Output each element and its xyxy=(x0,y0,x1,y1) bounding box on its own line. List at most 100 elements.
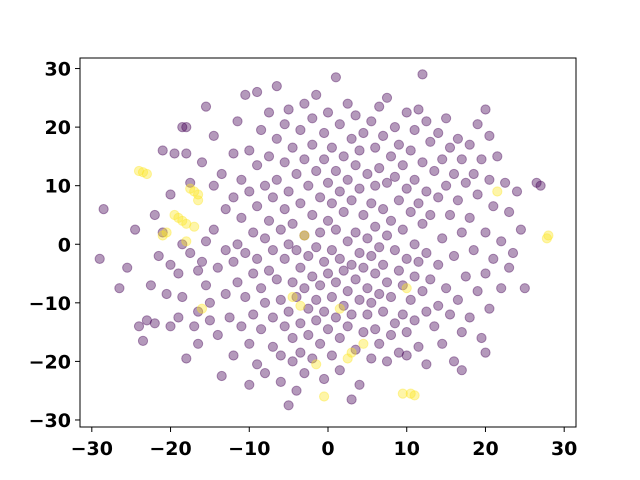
data-point-s0-211 xyxy=(370,268,381,279)
data-point-s0-16 xyxy=(165,259,176,270)
data-point-s0-98 xyxy=(275,350,286,361)
data-point-s0-117 xyxy=(291,385,302,396)
data-point-s0-288 xyxy=(448,250,460,262)
data-point-s0-269 xyxy=(425,136,436,147)
data-point-s0-110 xyxy=(287,218,298,229)
data-point-s0-156 xyxy=(326,142,337,153)
data-point-s0-107 xyxy=(283,306,294,317)
data-point-s0-321 xyxy=(500,177,511,188)
data-point-s0-25 xyxy=(181,148,192,159)
data-point-s0-12 xyxy=(157,145,168,156)
data-point-s0-301 xyxy=(464,312,475,323)
data-point-s0-174 xyxy=(338,300,349,311)
data-point-s0-72 xyxy=(252,160,263,171)
data-point-s0-10 xyxy=(149,318,160,329)
data-point-s0-164 xyxy=(330,277,341,288)
data-point-s0-219 xyxy=(378,204,389,215)
data-point-s1-21 xyxy=(334,303,345,314)
data-point-s0-206 xyxy=(366,297,377,308)
data-point-s0-90 xyxy=(267,312,278,323)
data-point-s0-125 xyxy=(299,230,310,241)
data-point-s1-11 xyxy=(189,186,200,197)
data-point-s0-170 xyxy=(334,365,345,376)
data-point-s0-318 xyxy=(492,151,503,162)
x-tick-label: 0 xyxy=(321,438,334,460)
data-point-s0-286 xyxy=(444,309,456,320)
data-point-s0-242 xyxy=(397,309,408,320)
data-point-s0-240 xyxy=(397,224,408,235)
data-point-s0-67 xyxy=(244,338,255,349)
data-point-s0-229 xyxy=(385,291,397,303)
data-point-s0-128 xyxy=(303,180,314,191)
x-tick-label: −10 xyxy=(228,438,270,460)
data-point-s0-143 xyxy=(315,227,326,238)
data-point-s0-237 xyxy=(393,265,404,276)
data-point-s0-124 xyxy=(299,154,310,165)
data-point-s1-20 xyxy=(319,391,330,402)
data-point-s0-225 xyxy=(381,277,393,288)
data-point-s0-78 xyxy=(256,324,267,335)
data-point-s0-168 xyxy=(334,253,345,264)
data-point-s0-57 xyxy=(232,277,243,288)
data-point-s0-193 xyxy=(354,294,365,305)
data-point-s0-45 xyxy=(216,370,227,382)
data-point-s0-94 xyxy=(271,274,282,285)
data-point-s0-144 xyxy=(315,280,326,291)
y-tick-label: 10 xyxy=(45,176,71,198)
data-point-s0-254 xyxy=(409,271,420,282)
data-point-s1-14 xyxy=(193,195,204,206)
data-point-s0-163 xyxy=(330,224,341,235)
data-point-s0-59 xyxy=(236,212,247,223)
data-point-s0-134 xyxy=(307,209,318,221)
data-point-s0-34 xyxy=(196,256,208,267)
data-point-s0-49 xyxy=(220,288,231,300)
data-point-s0-48 xyxy=(220,245,231,256)
data-point-s0-293 xyxy=(456,154,467,165)
data-point-s0-232 xyxy=(389,171,400,182)
data-point-s0-131 xyxy=(303,329,314,341)
data-point-s0-307 xyxy=(476,154,487,165)
data-point-s0-289 xyxy=(448,356,460,367)
data-point-s0-93 xyxy=(271,174,282,185)
data-point-s0-222 xyxy=(381,92,393,103)
data-point-s0-11 xyxy=(153,250,164,262)
data-point-s0-226 xyxy=(381,356,393,367)
data-point-s0-116 xyxy=(291,291,302,303)
data-point-s1-6 xyxy=(173,212,184,223)
data-point-s0-216 xyxy=(374,288,385,300)
data-point-s0-322 xyxy=(504,206,515,218)
data-point-s0-195 xyxy=(358,127,369,139)
data-point-s0-26 xyxy=(181,353,192,364)
data-point-s0-126 xyxy=(299,283,310,294)
data-point-s0-257 xyxy=(413,198,424,209)
data-point-s0-158 xyxy=(326,245,337,256)
data-point-s0-273 xyxy=(429,321,440,332)
data-point-s0-33 xyxy=(196,157,208,168)
x-tick-label: −20 xyxy=(149,438,191,460)
data-point-s0-215 xyxy=(374,242,385,253)
data-point-s0-18 xyxy=(169,148,180,159)
data-point-s0-43 xyxy=(212,262,223,273)
data-point-s0-112 xyxy=(287,332,298,344)
data-point-s0-135 xyxy=(307,271,318,282)
data-point-s0-236 xyxy=(393,195,404,206)
data-point-s0-51 xyxy=(228,148,239,159)
data-point-s0-231 xyxy=(389,122,400,133)
data-point-s0-141 xyxy=(311,315,322,326)
data-point-s0-184 xyxy=(346,394,357,405)
data-point-s0-123 xyxy=(299,98,310,109)
data-point-s0-329 xyxy=(535,180,546,191)
data-point-s0-38 xyxy=(204,297,215,308)
data-point-s0-245 xyxy=(401,253,412,264)
data-point-s0-19 xyxy=(173,268,184,279)
data-point-s0-196 xyxy=(358,209,369,221)
data-point-s0-200 xyxy=(362,233,373,244)
data-point-s0-233 xyxy=(389,245,400,256)
data-point-s0-136 xyxy=(307,353,318,364)
data-point-s0-155 xyxy=(322,324,334,335)
data-point-s0-223 xyxy=(381,177,393,188)
data-point-s0-132 xyxy=(307,113,318,124)
data-point-s0-205 xyxy=(366,250,377,262)
data-point-s0-220 xyxy=(378,259,389,270)
data-point-s0-14 xyxy=(161,288,172,300)
